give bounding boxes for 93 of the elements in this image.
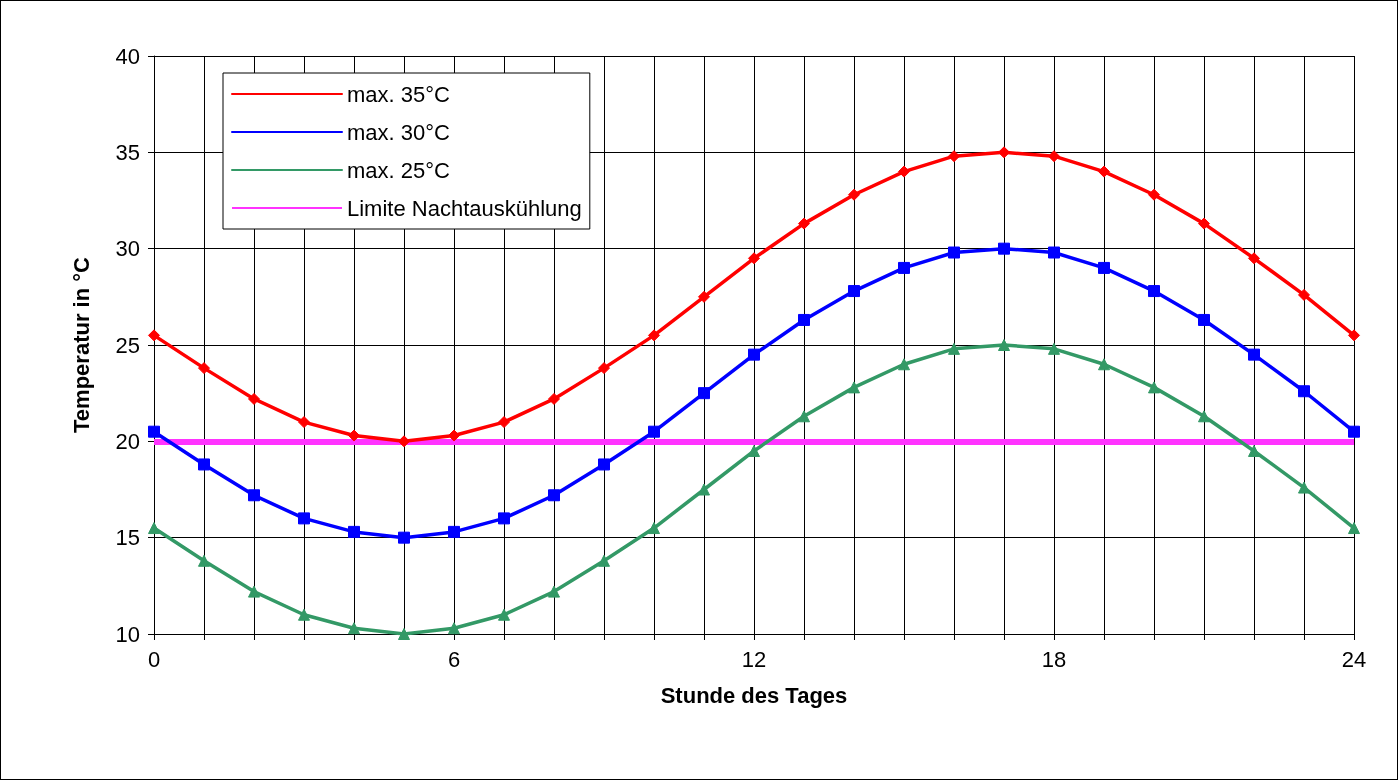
point [448, 622, 460, 635]
point [848, 188, 860, 201]
point [998, 242, 1010, 255]
point [1048, 150, 1060, 163]
point [898, 358, 910, 371]
x-tick-label: 24 [1341, 646, 1367, 672]
point [398, 435, 410, 448]
point [198, 554, 210, 567]
point [498, 512, 510, 525]
point [398, 531, 410, 544]
point [598, 458, 610, 471]
point [148, 425, 160, 438]
point [1348, 522, 1360, 535]
point [298, 512, 310, 525]
point [798, 313, 810, 326]
point [1348, 425, 1360, 438]
point [1298, 385, 1310, 398]
point [348, 622, 360, 635]
point [948, 150, 960, 163]
point [1098, 261, 1110, 274]
x-tick-label: 18 [1041, 646, 1067, 672]
y-tick-label: 20 [115, 428, 140, 454]
y-tick-label: 15 [115, 525, 140, 551]
point [1248, 444, 1260, 457]
point [498, 416, 510, 429]
point [348, 429, 360, 442]
point [698, 290, 710, 303]
y-tick-label: 25 [115, 332, 140, 358]
point [298, 608, 310, 621]
point [698, 387, 710, 400]
point [298, 416, 310, 429]
point [348, 525, 360, 538]
x-axis-title: Stunde des Tages [660, 682, 848, 708]
point [548, 392, 560, 405]
point [1048, 246, 1060, 259]
point [1198, 313, 1210, 326]
point [898, 165, 910, 178]
point [1198, 410, 1210, 423]
point [398, 628, 410, 640]
y-tick-label: 30 [115, 236, 140, 262]
y-tick-label: 35 [115, 139, 140, 165]
legend-label: max. 30°C [347, 119, 451, 145]
point [1148, 188, 1160, 201]
point [1248, 348, 1260, 361]
legend-label: Limite Nachtauskühlung [347, 195, 582, 221]
point [1098, 358, 1110, 371]
point [748, 252, 760, 265]
point [248, 585, 260, 598]
point [248, 489, 260, 502]
legend-label: max. 25°C [347, 157, 451, 183]
point [1148, 285, 1160, 298]
point [1198, 217, 1210, 230]
point [648, 425, 660, 438]
point [648, 522, 660, 535]
point [798, 217, 810, 230]
point [648, 329, 660, 342]
point [1048, 342, 1060, 355]
point [598, 554, 610, 567]
point [448, 525, 460, 538]
point [248, 392, 260, 405]
x-tick-label: 12 [741, 646, 767, 672]
point [1298, 481, 1310, 494]
point [548, 489, 560, 502]
point [998, 339, 1010, 351]
point [198, 362, 210, 375]
point [448, 429, 460, 442]
point [198, 458, 210, 471]
point [898, 261, 910, 274]
point [998, 146, 1010, 159]
point [698, 483, 710, 496]
legend-label: max. 35°C [347, 81, 451, 107]
point [148, 329, 160, 342]
point [498, 608, 510, 621]
x-tick-label: 6 [447, 646, 461, 672]
point [1148, 381, 1160, 394]
y-tick-label: 10 [115, 621, 140, 647]
point [148, 522, 160, 535]
point [948, 246, 960, 259]
point [748, 348, 760, 361]
point [948, 342, 960, 355]
point [1098, 165, 1110, 178]
point [848, 381, 860, 394]
point [548, 585, 560, 598]
point [598, 362, 610, 375]
point [748, 444, 760, 457]
point [1248, 252, 1260, 265]
point [848, 285, 860, 298]
x-tick-label: 0 [147, 646, 161, 672]
y-tick-label: 40 [115, 43, 140, 69]
point [1348, 329, 1360, 342]
point [1298, 288, 1310, 301]
y-axis-title: Temperatur in °C [68, 256, 94, 433]
point [798, 410, 810, 423]
